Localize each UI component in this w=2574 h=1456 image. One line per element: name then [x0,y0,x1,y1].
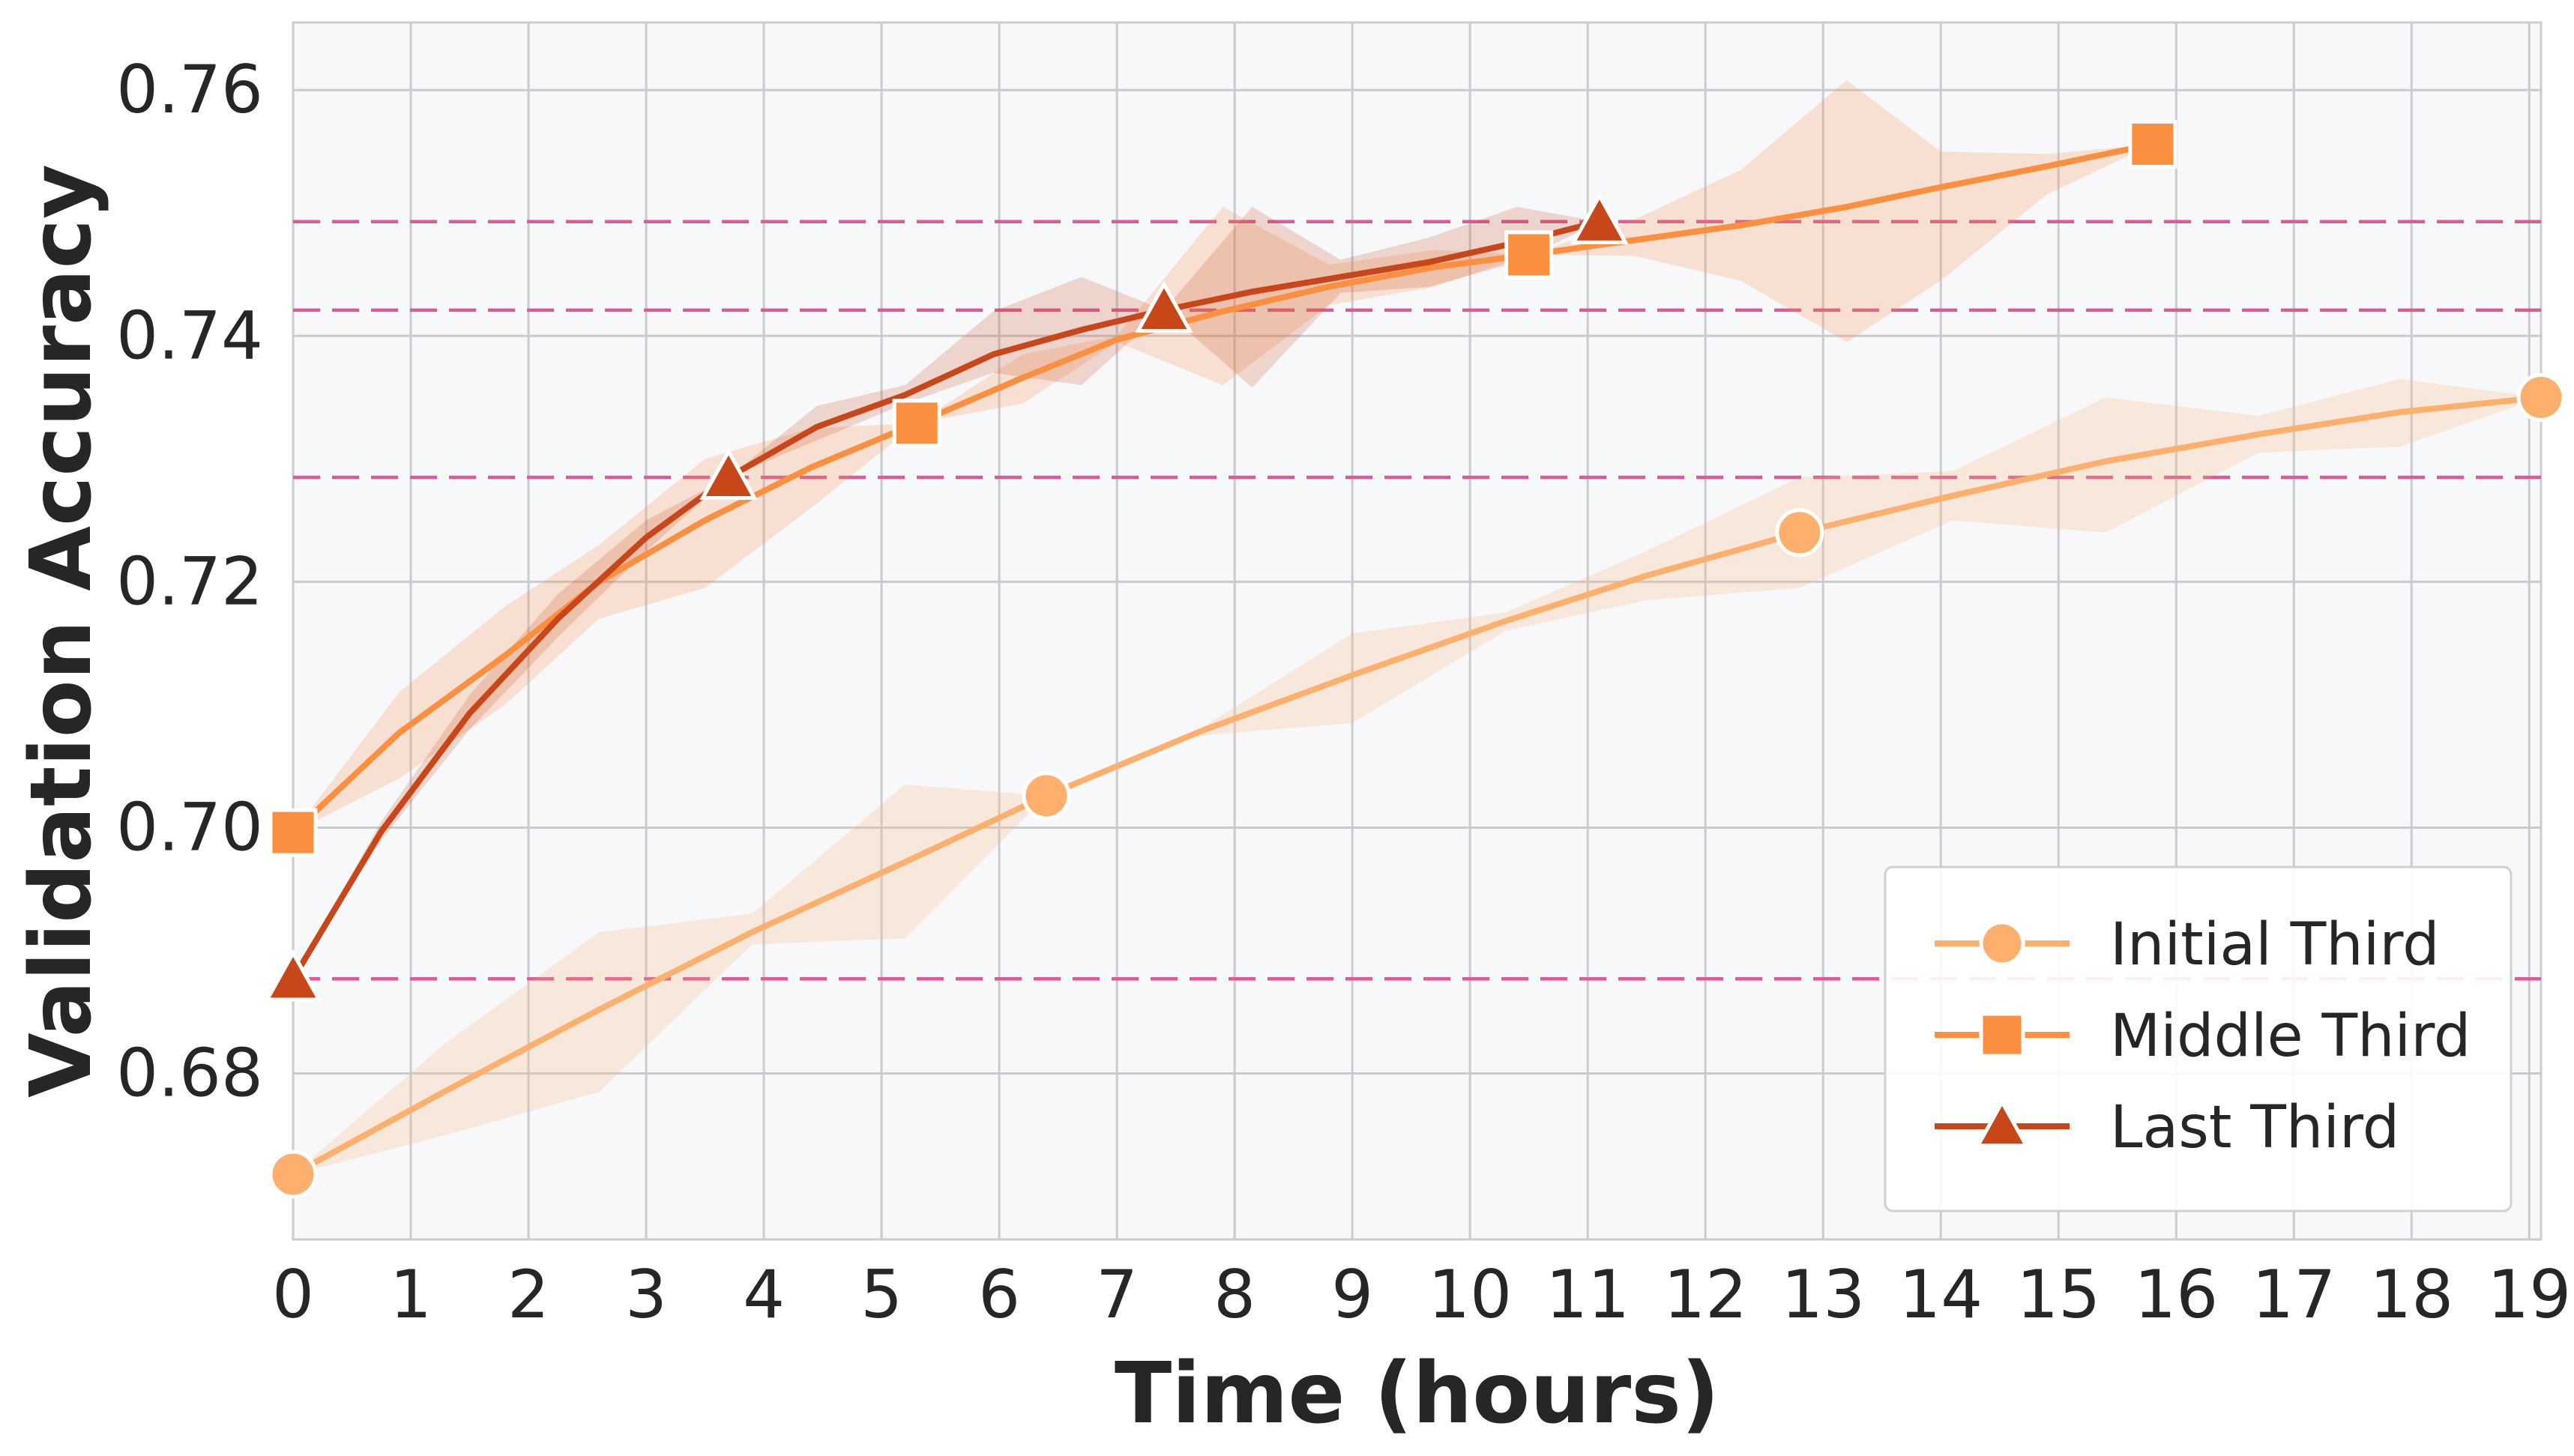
x-tick-label: 6 [978,1256,1020,1333]
marker-triangle [699,447,758,501]
marker-circle [268,1150,318,1199]
x-tick-label: 1 [390,1256,432,1333]
y-tick-label: 0.68 [116,1035,263,1112]
marker-triangle [264,949,322,1002]
confidence-bands [293,80,2541,1175]
marker-square [268,808,318,857]
x-tick-label: 11 [1546,1256,1630,1333]
x-tick-label: 14 [1899,1256,1983,1333]
y-tick-labels: 0.68 0.70 0.72 0.74 0.76 [116,51,263,1111]
grid [292,22,2541,1239]
y-tick-label: 0.76 [116,51,263,128]
y-tick-label: 0.72 [116,543,263,620]
marker-circle [2516,372,2566,422]
x-tick-label: 12 [1663,1256,1747,1333]
legend-label: Last Third [2110,1094,2399,1162]
line-triangle [290,218,1603,982]
band-triangle [293,207,1600,979]
x-tick-labels: 0 1 2 3 4 5 6 7 8 9 10 11 12 13 14 15 16 17 18 19 [272,1256,2571,1333]
series-lines [290,141,2544,1178]
y-axis-label: Validation Accuracy [13,164,110,1098]
x-tick-label: 4 [743,1256,785,1333]
marker-square [2128,119,2177,169]
legend-label: Middle Third [2110,1003,2471,1070]
marker-square [1979,1012,2025,1058]
series-markers [264,119,2566,1199]
band-square [293,80,2153,833]
x-tick-label: 8 [1214,1256,1256,1333]
legend-label: Initial Third [2110,911,2440,979]
x-tick-label: 13 [1781,1256,1865,1333]
x-tick-label: 2 [507,1256,549,1333]
marker-circle [1979,920,2025,967]
x-tick-label: 7 [1096,1256,1138,1333]
marker-circle [1775,508,1824,558]
x-tick-label: 18 [2369,1256,2453,1333]
x-tick-label: 5 [860,1256,902,1333]
x-tick-label: 10 [1428,1256,1512,1333]
marker-triangle [1570,192,1629,244]
band-circle [293,378,2541,1175]
x-tick-label: 9 [1331,1256,1373,1333]
x-tick-label: 17 [2252,1256,2336,1333]
marker-square [1504,230,1554,280]
marker-triangle [1974,1098,2030,1148]
x-tick-label: 3 [625,1256,667,1333]
legend: Initial Third Middle Third Last Third [1884,866,2513,1212]
marker-circle [1022,771,1071,821]
x-axis-label: Time (hours) [1115,1345,1719,1443]
y-tick-label: 0.74 [116,297,263,374]
x-tick-label: 0 [272,1256,314,1333]
x-tick-label: 15 [2016,1256,2100,1333]
x-tick-label: 16 [2134,1256,2218,1333]
marker-square [892,399,941,448]
y-tick-label: 0.70 [116,788,263,866]
line-circle [290,394,2544,1178]
x-tick-label: 19 [2487,1256,2571,1333]
marker-triangle [1135,280,1193,333]
